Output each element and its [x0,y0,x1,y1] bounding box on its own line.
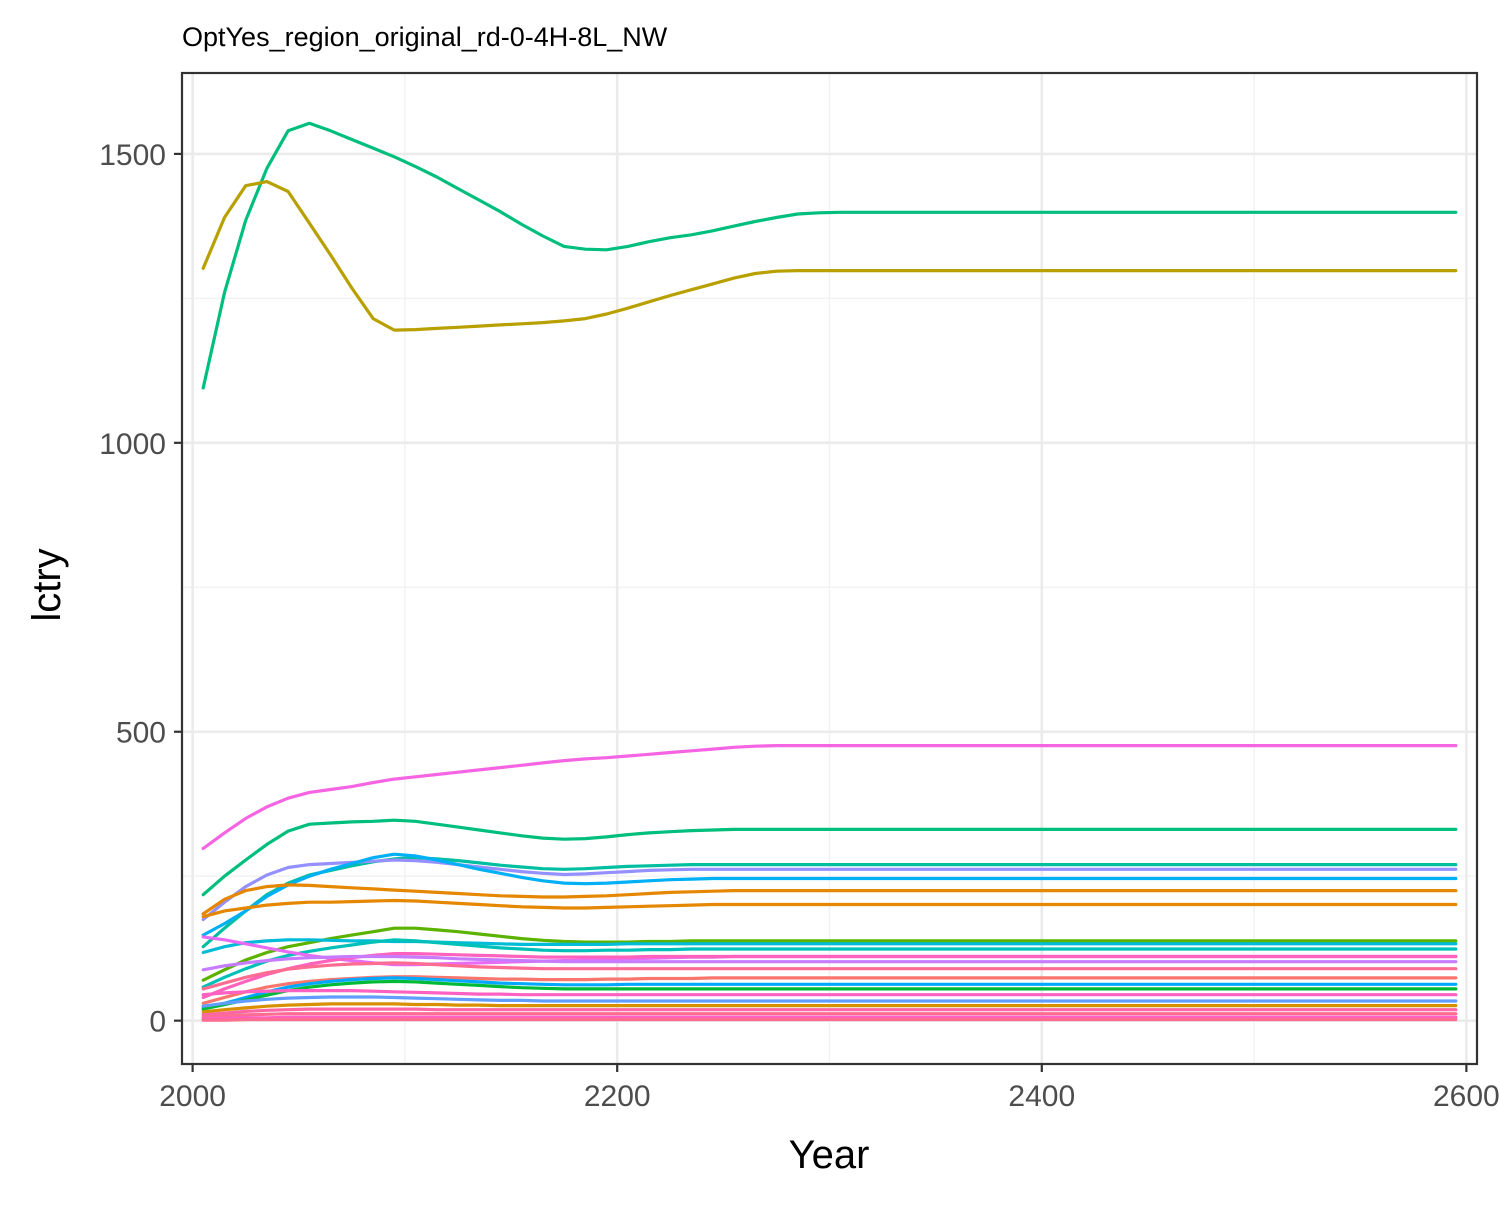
series-line-19 [201,979,1458,1011]
chart-title: OptYes_region_original_rd-0-4H-8L_NW [182,22,668,52]
x-tick-label: 2200 [584,1080,651,1113]
series-line-18 [201,976,1458,1010]
series-line-11 [201,938,1458,955]
x-tick-label: 2600 [1433,1080,1500,1113]
series-line-24 [201,1012,1458,1019]
series-line-17 [201,975,1458,1005]
y-tick-label: 1500 [99,139,166,172]
series-line-23 [201,1007,1458,1017]
series-line-26 [201,1017,1458,1022]
y-tick-label: 0 [149,1006,166,1039]
series-line-9 [201,898,1458,919]
grid [182,73,1477,1064]
series-line-4 [201,818,1458,897]
series-line-20 [201,988,1458,997]
y-tick-label: 1000 [99,428,166,461]
series-line-21 [201,995,1458,1008]
series-line-6 [201,858,1458,922]
panel-border [180,71,1479,1066]
series-line-1 [201,121,1458,390]
series-line-22 [201,1002,1458,1014]
series-line-14 [201,951,1458,1000]
series-line-3 [201,743,1458,851]
series-line-16 [201,961,1458,991]
series-layer [201,121,1458,1022]
series-line-8 [201,883,1458,916]
series-line-12 [201,938,1458,989]
y-axis-title: lctry [25,548,69,621]
x-tick-label: 2400 [1008,1080,1075,1113]
x-axis: 2000 2200 2400 2600 [159,1064,1500,1113]
series-line-2 [201,180,1458,332]
series-line-10 [201,926,1458,982]
series-line-7 [201,852,1458,937]
series-line-25 [201,1015,1458,1021]
y-tick-label: 500 [116,717,166,750]
series-line-15 [201,954,1458,972]
y-axis: 0 500 1000 1500 [99,139,182,1039]
x-tick-label: 2000 [159,1080,226,1113]
x-axis-title: Year [789,1133,870,1177]
